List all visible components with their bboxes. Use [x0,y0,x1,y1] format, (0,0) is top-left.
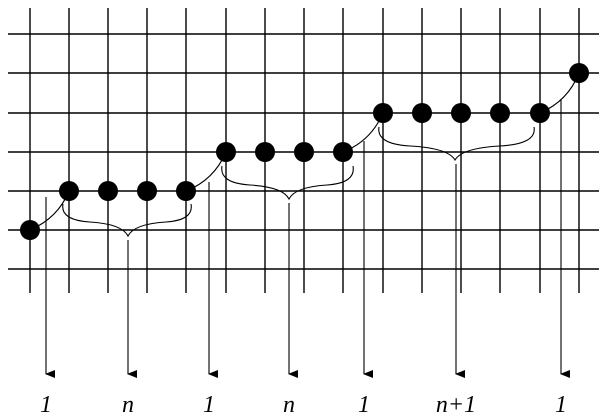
path-points [20,63,589,240]
path-point [216,142,236,162]
count-label: 1 [555,392,567,418]
path-point [176,181,196,201]
count-label: n [122,392,134,418]
braces [62,126,535,238]
path-point [569,63,589,83]
path-point [451,103,471,123]
count-arrows [45,100,570,378]
count-label: 1 [358,392,370,418]
count-labels: 1 n 1 n 1 n+1 1 [40,392,567,418]
path-point [255,142,275,162]
path-point [333,142,353,162]
path-point [59,181,79,201]
path-point [98,181,118,201]
path-point [294,142,314,162]
brace-run-1 [62,203,192,238]
brace-run-2 [221,165,354,201]
count-label: n+1 [436,392,476,418]
path-point [530,103,550,123]
count-label: 1 [203,392,215,418]
brace-run-3 [378,126,535,162]
path-point [412,103,432,123]
path-point [137,181,157,201]
path-point [20,220,40,240]
path-point [490,103,510,123]
path-point [373,103,393,123]
count-label: 1 [40,392,52,418]
count-label: n [283,392,295,418]
